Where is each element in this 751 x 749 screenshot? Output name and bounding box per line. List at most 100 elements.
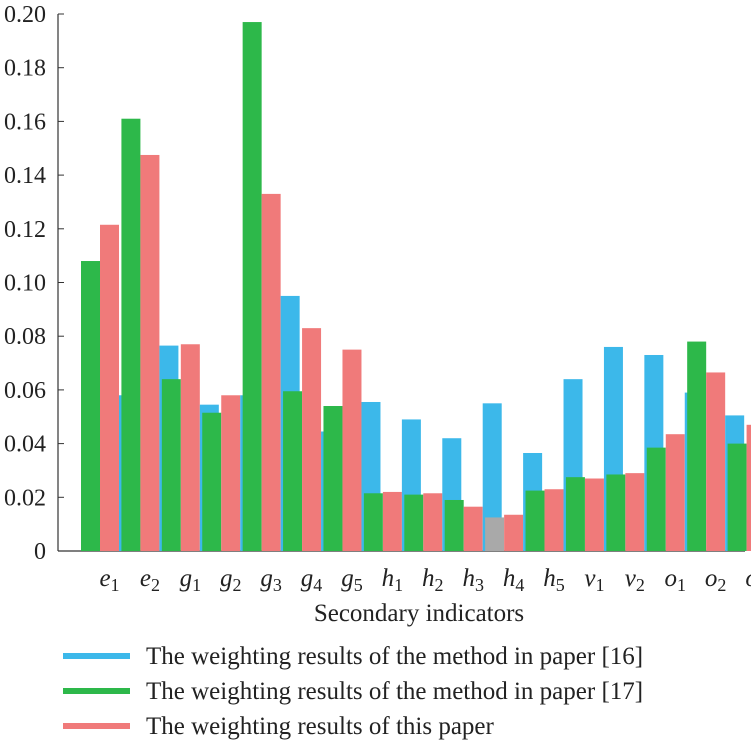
bar	[161, 379, 181, 551]
x-tick-label-sub: 5	[354, 575, 363, 595]
bar	[423, 493, 443, 551]
bar	[665, 434, 685, 551]
legend-label: The weighting results of this paper	[146, 713, 495, 740]
x-tick-label-sub: 2	[232, 575, 241, 595]
x-tick-label-sub: 1	[595, 575, 604, 595]
bar	[140, 154, 160, 551]
x-tick-label-base: h	[503, 565, 516, 592]
x-tick-label: e1	[99, 565, 119, 595]
x-tick-label-base: h	[382, 565, 395, 592]
bar	[504, 514, 524, 551]
x-tick-label: o2	[705, 565, 727, 595]
x-tick-label-base: h	[543, 565, 556, 592]
bar	[625, 473, 645, 551]
x-tick-label: e2	[140, 565, 160, 595]
x-tick-label-base: v	[625, 565, 637, 592]
y-tick-label: 0.08	[4, 324, 46, 350]
x-tick-label-base: g	[220, 565, 233, 592]
x-tick-label: g2	[220, 565, 242, 595]
legend-swatch	[63, 653, 130, 659]
bar	[463, 506, 483, 551]
bar	[482, 403, 502, 551]
bar	[242, 22, 262, 552]
x-tick-label: v2	[625, 565, 645, 595]
legend-label: The weighting results of the method in p…	[146, 678, 643, 705]
x-tick-label-sub: 2	[636, 575, 645, 595]
x-tick-label: v1	[584, 565, 604, 595]
x-tick-label-sub: 1	[192, 575, 201, 595]
bar	[363, 493, 383, 551]
y-tick-label: 0.16	[4, 109, 46, 135]
x-tick-label-base: e	[140, 565, 151, 592]
x-tick-label: h2	[422, 565, 444, 595]
y-tick-label: 0.12	[4, 217, 46, 243]
y-tick-label: 0.04	[4, 432, 46, 458]
x-tick-label-base: o	[745, 565, 751, 592]
bar	[100, 224, 119, 551]
bar	[606, 474, 626, 551]
y-tick-label: 0.10	[4, 271, 46, 297]
x-tick-label: g1	[180, 565, 202, 595]
x-tick-label-sub: 4	[515, 575, 524, 595]
x-tick-label-sub: 3	[273, 575, 282, 595]
bar	[565, 477, 585, 551]
legend-swatch	[63, 723, 130, 729]
x-tick-label-sub: 3	[475, 575, 484, 595]
x-tick-label: h5	[543, 565, 565, 595]
x-tick-label-base: g	[180, 565, 193, 592]
bar	[121, 118, 141, 551]
y-tick-label: 0.20	[4, 2, 46, 28]
bar	[444, 499, 464, 551]
x-tick-label-base: g	[341, 565, 354, 592]
x-tick-label: g5	[341, 565, 363, 595]
bar	[485, 517, 505, 551]
x-tick-label-sub: 1	[677, 575, 686, 595]
bar	[180, 344, 200, 551]
bar	[646, 447, 666, 551]
bar	[302, 328, 322, 551]
bar	[283, 391, 303, 551]
x-tick-label-sub: 2	[435, 575, 444, 595]
x-tick-label-base: h	[462, 565, 475, 592]
y-tick-label: 0.06	[4, 378, 46, 404]
bar	[261, 193, 281, 551]
x-tick-label-base: g	[301, 565, 314, 592]
bar	[81, 261, 100, 551]
bar	[404, 494, 424, 551]
bar	[342, 349, 362, 551]
y-tick-label: 0	[34, 539, 46, 565]
x-tick-label-sub: 2	[717, 575, 726, 595]
x-tick-label-sub: 1	[394, 575, 403, 595]
x-tick-label: h1	[382, 565, 404, 595]
bar	[706, 372, 726, 551]
x-tick-label-sub: 2	[151, 575, 160, 595]
bar	[544, 489, 564, 551]
bar	[584, 478, 604, 551]
y-tick-label: 0.02	[4, 485, 46, 511]
x-tick-label-base: o	[665, 565, 678, 592]
legend-swatch	[63, 688, 130, 694]
legend-label: The weighting results of the method in p…	[146, 643, 643, 670]
x-tick-label-base: h	[422, 565, 435, 592]
x-tick-label: h3	[462, 565, 484, 595]
bar	[202, 412, 222, 551]
bar	[323, 406, 343, 551]
x-tick-label-sub: 1	[111, 575, 120, 595]
bar	[687, 341, 707, 551]
x-tick-label: g4	[301, 565, 323, 595]
y-tick-label: 0.14	[4, 163, 46, 189]
x-tick-label: g3	[260, 565, 282, 595]
y-tick-label: 0.18	[4, 56, 46, 82]
x-tick-label-sub: 5	[556, 575, 565, 595]
x-tick-label: o1	[665, 565, 687, 595]
x-tick-label-base: v	[584, 565, 596, 592]
bar	[746, 424, 751, 551]
x-tick-label-sub: 4	[313, 575, 322, 595]
x-tick-label-base: e	[99, 565, 110, 592]
x-axis-title: Secondary indicators	[314, 600, 524, 627]
x-tick-label: h4	[503, 565, 525, 595]
bar	[382, 491, 402, 551]
x-tick-label-base: g	[260, 565, 273, 592]
